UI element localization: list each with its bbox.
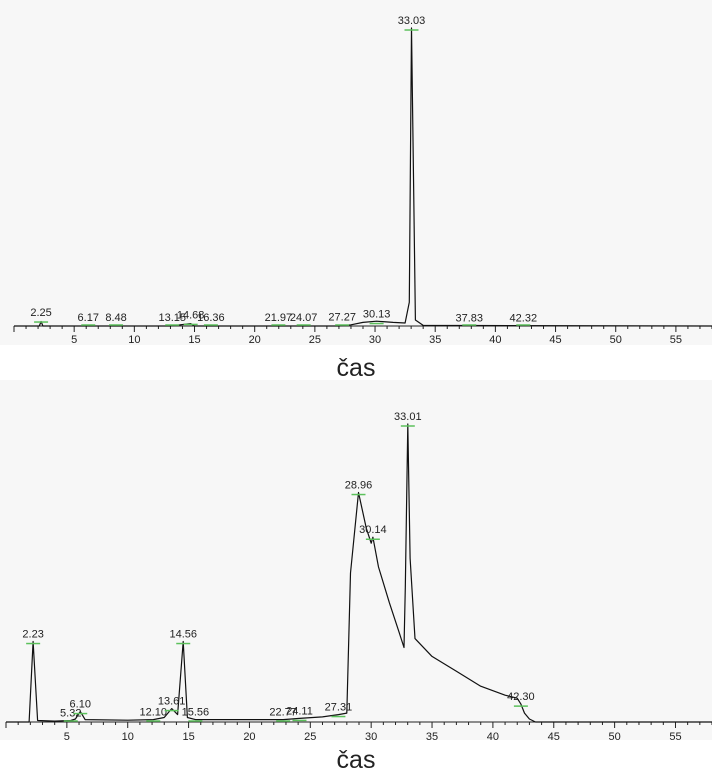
peak-label: 12.10 <box>140 707 168 719</box>
peak-label: 28.96 <box>345 480 373 492</box>
chromatogram-trace <box>14 27 712 327</box>
peak-label: 5.32 <box>60 708 81 720</box>
peak-label: 2.23 <box>22 629 43 641</box>
peak-label: 14.56 <box>169 629 197 641</box>
x-tick-label: 45 <box>549 334 561 345</box>
chromatogram-top-panel: 5 10 15 20 25 30 35 40 45 50 55 2.25 6.17 8.48 13.15 14… <box>0 0 712 346</box>
x-tick-label: 35 <box>426 731 438 740</box>
peak-label: 33.01 <box>394 411 422 423</box>
x-tick-label: 45 <box>548 731 560 740</box>
peak-label: 27.27 <box>328 312 356 324</box>
peak-label: 37.83 <box>455 312 483 324</box>
x-tick-label: 55 <box>670 334 682 345</box>
peak-label: 6.10 <box>70 699 91 711</box>
peak-label: 27.31 <box>325 702 353 714</box>
peak-label: 30.14 <box>359 524 387 536</box>
peak-label: 6.17 <box>78 312 99 324</box>
x-tick-label: 25 <box>304 731 316 740</box>
peak-label: 16.36 <box>197 312 225 324</box>
x-tick-label: 25 <box>309 334 321 345</box>
chromatogram-top-plot: 5 10 15 20 25 30 35 40 45 50 55 2.25 6.17 8.48 13.1514… <box>13 15 712 346</box>
peak-label: 33.03 <box>398 15 426 27</box>
x-axis-label-top: čas <box>336 354 376 382</box>
peak-label: 24.11 <box>286 705 313 717</box>
x-tick-label: 40 <box>487 731 499 740</box>
x-tick-label: 55 <box>669 731 681 740</box>
peak-label: 13.61 <box>158 696 186 708</box>
x-axis-label-bottom: čas <box>336 746 376 774</box>
x-tick-label: 10 <box>128 334 140 345</box>
peak-label: 15.56 <box>182 707 210 719</box>
x-tick-label: 20 <box>249 334 261 345</box>
peak-label: 21.97 <box>265 312 293 324</box>
peak-label: 14.68 <box>177 309 205 321</box>
x-tick-label: 20 <box>243 731 255 740</box>
x-tick-label: 15 <box>188 334 200 345</box>
peak-label: 42.30 <box>507 691 535 703</box>
peak-label: 30.13 <box>363 309 391 321</box>
peak-label: 22.77 <box>269 707 297 719</box>
x-tick-label: 35 <box>429 334 441 345</box>
chromatogram-bottom-plot: 5 10 15 20 25 30 35 40 45 50 55 2.23 5.326.10 12.1013… <box>5 411 712 743</box>
x-tick-label: 5 <box>71 334 77 345</box>
chromatogram-trace <box>6 423 712 723</box>
x-tick-label: 40 <box>489 334 501 345</box>
x-tick-label: 5 <box>64 731 70 740</box>
chromatogram-bottom-panel: 5 10 15 20 25 30 35 40 45 50 55 2.23 5.32 6.10 12.10 13… <box>0 380 712 743</box>
peak-label: 8.48 <box>105 312 126 324</box>
x-tick-label: 30 <box>365 731 377 740</box>
peak-label: 24.07 <box>290 312 318 324</box>
x-tick-label: 50 <box>610 334 622 345</box>
peak-label: 42.32 <box>510 312 538 324</box>
x-tick-label: 50 <box>608 731 620 740</box>
x-tick-label: 10 <box>122 731 134 740</box>
x-tick-label: 30 <box>369 334 381 345</box>
peak-label: 2.25 <box>30 307 51 319</box>
peak-label: 13.15 <box>158 312 186 324</box>
x-tick-label: 15 <box>182 731 194 740</box>
